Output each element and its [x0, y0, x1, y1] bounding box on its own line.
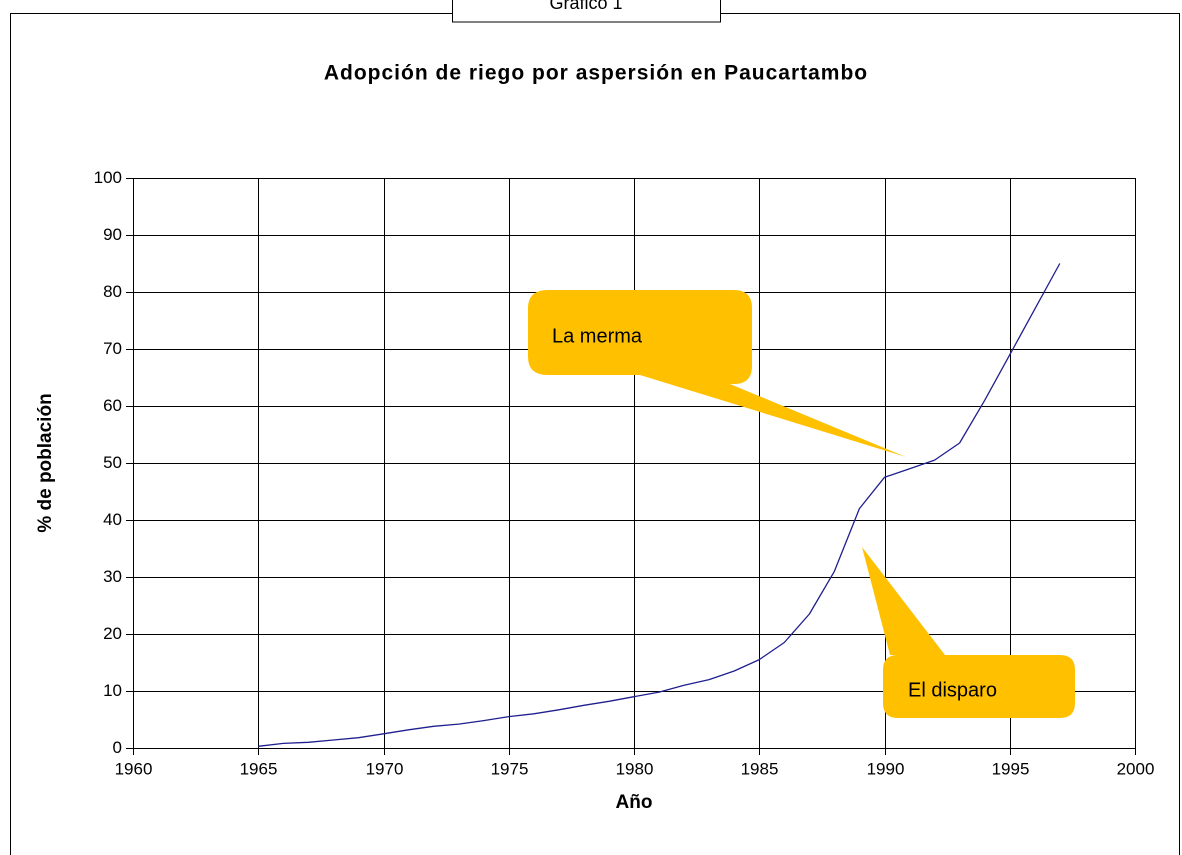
- series-line: [258, 263, 1061, 747]
- x-axis-label: Año: [616, 792, 653, 813]
- callout-merma: La merma: [528, 290, 906, 457]
- y-tick-label: 70: [103, 339, 122, 358]
- callout-shape: [528, 290, 906, 457]
- y-tick-label: 30: [103, 567, 122, 586]
- x-tick-label: 1960: [115, 759, 153, 778]
- y-tick-label: 40: [103, 510, 122, 529]
- plot-area: 0 10 20 30 40 50 60 70 80 90 100 1960 1965 1970 1975 19…: [94, 168, 1155, 779]
- callout-disparo: El disparo: [862, 547, 1075, 718]
- x-tick-label: 1980: [616, 759, 654, 778]
- y-tick-label: 90: [103, 225, 122, 244]
- chart-frame: [10, 13, 1180, 855]
- x-tick-label: 1975: [491, 759, 529, 778]
- y-tick-label: 0: [113, 738, 122, 757]
- y-tick-label: 60: [103, 396, 122, 415]
- x-tick-label: 1965: [240, 759, 278, 778]
- annotation: La merma: [552, 325, 643, 347]
- header-label: Gráfico 1: [549, 0, 622, 13]
- annotation: El disparo: [908, 679, 997, 701]
- y-tick-label: 20: [103, 624, 122, 643]
- header-box: [452, 0, 721, 23]
- x-tick-label: 2000: [1117, 759, 1155, 778]
- y-tick-label: 80: [103, 282, 122, 301]
- y-tick-label: 100: [94, 168, 122, 187]
- x-tick-label: 1970: [366, 759, 404, 778]
- x-tick-label: 1990: [867, 759, 905, 778]
- x-tick-label: 1985: [741, 759, 779, 778]
- y-axis-label: % de población: [35, 393, 56, 532]
- y-tick-label: 10: [103, 681, 122, 700]
- callout-shape: [862, 547, 1075, 718]
- x-tick-label: 1995: [992, 759, 1030, 778]
- plot-border: [133, 178, 1136, 749]
- y-tick-label: 50: [103, 453, 122, 472]
- chart-title: Adopción de riego por aspersión en Pauca…: [324, 62, 868, 85]
